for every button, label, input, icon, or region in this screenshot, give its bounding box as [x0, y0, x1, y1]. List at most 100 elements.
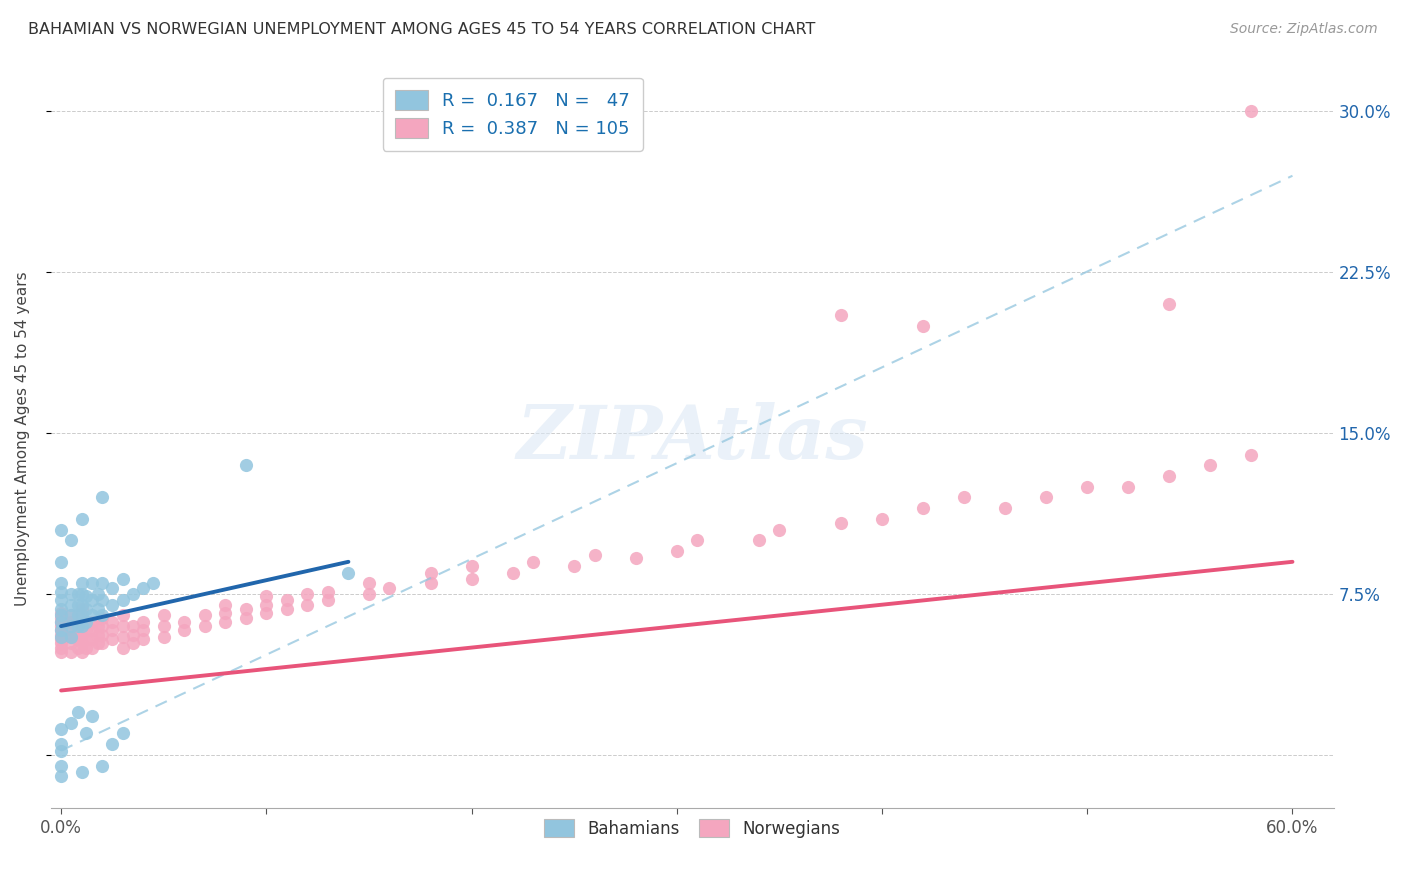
Point [60, 533, 83, 548]
Point [254, 589, 277, 603]
Point [111, 593, 134, 607]
Point [316, 593, 339, 607]
Point [316, 584, 339, 599]
Point [91, 628, 114, 642]
Point [91, 610, 114, 624]
Point [101, 737, 124, 751]
Point [830, 516, 852, 531]
Point [66, 632, 89, 646]
Point [665, 544, 688, 558]
Text: BAHAMIAN VS NORWEGIAN UNEMPLOYMENT AMONG AGES 45 TO 54 YEARS CORRELATION CHART: BAHAMIAN VS NORWEGIAN UNEMPLOYMENT AMONG… [28, 22, 815, 37]
Point [49, 636, 72, 650]
Point [101, 624, 124, 638]
Point [66, 608, 89, 623]
Point [80, 632, 103, 646]
Point [49, 615, 72, 629]
Point [1240, 104, 1263, 119]
Point [337, 566, 360, 580]
Point [101, 632, 124, 646]
Point [214, 607, 236, 621]
Point [1159, 297, 1181, 311]
Point [80, 576, 103, 591]
Point [111, 640, 134, 655]
Point [49, 632, 72, 646]
Point [49, 645, 72, 659]
Point [122, 636, 145, 650]
Point [87, 628, 110, 642]
Point [101, 581, 124, 595]
Point [91, 758, 114, 772]
Point [87, 602, 110, 616]
Point [91, 491, 114, 505]
Point [75, 615, 97, 629]
Point [75, 624, 97, 638]
Point [80, 615, 103, 629]
Point [60, 630, 83, 644]
Point [75, 589, 97, 603]
Point [60, 645, 83, 659]
Point [49, 743, 72, 757]
Point [75, 602, 97, 616]
Point [70, 512, 93, 526]
Point [70, 619, 93, 633]
Y-axis label: Unemployment Among Ages 45 to 54 years: Unemployment Among Ages 45 to 54 years [15, 271, 30, 606]
Point [70, 636, 93, 650]
Point [173, 615, 195, 629]
Point [235, 602, 257, 616]
Point [583, 549, 606, 563]
Point [70, 645, 93, 659]
Point [80, 608, 103, 623]
Point [60, 619, 83, 633]
Point [49, 628, 72, 642]
Point [70, 587, 93, 601]
Point [49, 640, 72, 655]
Point [60, 630, 83, 644]
Point [91, 608, 114, 623]
Point [830, 308, 852, 322]
Point [194, 608, 217, 623]
Point [1035, 491, 1057, 505]
Point [80, 593, 103, 607]
Point [111, 726, 134, 740]
Point [87, 636, 110, 650]
Point [49, 593, 72, 607]
Point [122, 587, 145, 601]
Point [254, 607, 277, 621]
Point [214, 615, 236, 629]
Point [66, 598, 89, 612]
Point [132, 581, 155, 595]
Point [66, 705, 89, 719]
Point [49, 737, 72, 751]
Point [75, 640, 97, 655]
Point [111, 572, 134, 586]
Point [75, 726, 97, 740]
Point [49, 769, 72, 783]
Point [70, 576, 93, 591]
Point [60, 615, 83, 629]
Point [419, 576, 441, 591]
Point [624, 550, 647, 565]
Point [1116, 480, 1139, 494]
Point [70, 619, 93, 633]
Point [70, 764, 93, 779]
Point [70, 602, 93, 616]
Point [173, 624, 195, 638]
Point [686, 533, 709, 548]
Point [75, 632, 97, 646]
Point [60, 608, 83, 623]
Text: Source: ZipAtlas.com: Source: ZipAtlas.com [1230, 22, 1378, 37]
Point [194, 619, 217, 633]
Point [49, 576, 72, 591]
Point [1240, 448, 1263, 462]
Point [378, 581, 401, 595]
Point [66, 619, 89, 633]
Point [214, 598, 236, 612]
Point [235, 458, 257, 473]
Point [49, 608, 72, 623]
Point [502, 566, 524, 580]
Point [122, 628, 145, 642]
Point [66, 615, 89, 629]
Point [91, 576, 114, 591]
Point [49, 607, 72, 621]
Point [460, 572, 482, 586]
